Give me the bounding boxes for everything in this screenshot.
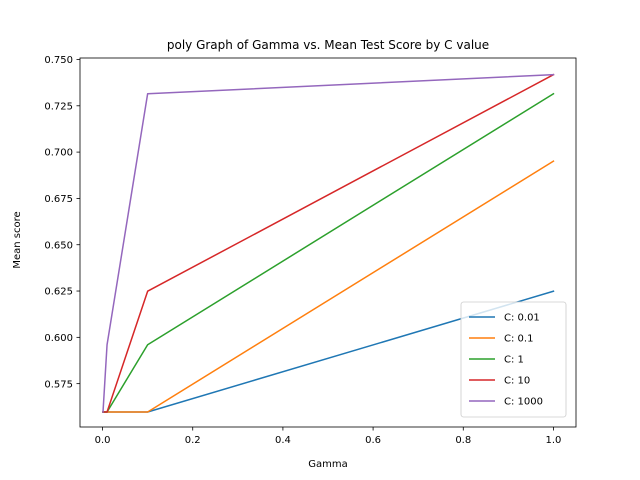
x-axis-label: Gamma xyxy=(308,459,348,470)
legend-label: C: 0.01 xyxy=(504,313,540,324)
y-axis-label: Mean score xyxy=(12,211,23,268)
y-tick-label: 0.625 xyxy=(44,287,73,298)
series-line-3 xyxy=(102,73,555,413)
legend-label: C: 0.1 xyxy=(504,334,533,345)
y-tick-label: 0.750 xyxy=(44,55,73,66)
y-tick-label: 0.675 xyxy=(44,194,73,205)
legend-label: C: 10 xyxy=(504,376,530,387)
x-tick-label: 0.0 xyxy=(95,435,111,446)
plot-area: 0.0 0.2 0.4 0.6 0.8 1.0 0.575 0.600 0.625 0.650 0.… xyxy=(44,55,577,446)
y-tick-label: 0.600 xyxy=(44,333,73,344)
y-tick-label: 0.575 xyxy=(44,379,73,390)
x-tick-label: 0.2 xyxy=(185,435,201,446)
axes-frame xyxy=(79,57,577,428)
y-tick-label: 0.700 xyxy=(44,148,73,159)
x-tick-label: 0.6 xyxy=(365,435,381,446)
x-tick-label: 1.0 xyxy=(546,435,562,446)
legend-label: C: 1000 xyxy=(504,397,543,408)
chart-title: poly Graph of Gamma vs. Mean Test Score … xyxy=(167,38,489,52)
legend-box xyxy=(460,301,567,418)
x-tick-label: 0.4 xyxy=(275,435,291,446)
x-tick-label: 0.8 xyxy=(455,435,471,446)
y-tick-label: 0.725 xyxy=(44,101,73,112)
series-line-4 xyxy=(102,73,555,413)
legend-label: C: 1 xyxy=(504,355,524,366)
legend: C: 0.01 C: 0.1 C: 1 C: 10 C: 1000 xyxy=(460,301,567,418)
y-tick-label: 0.650 xyxy=(44,240,73,251)
